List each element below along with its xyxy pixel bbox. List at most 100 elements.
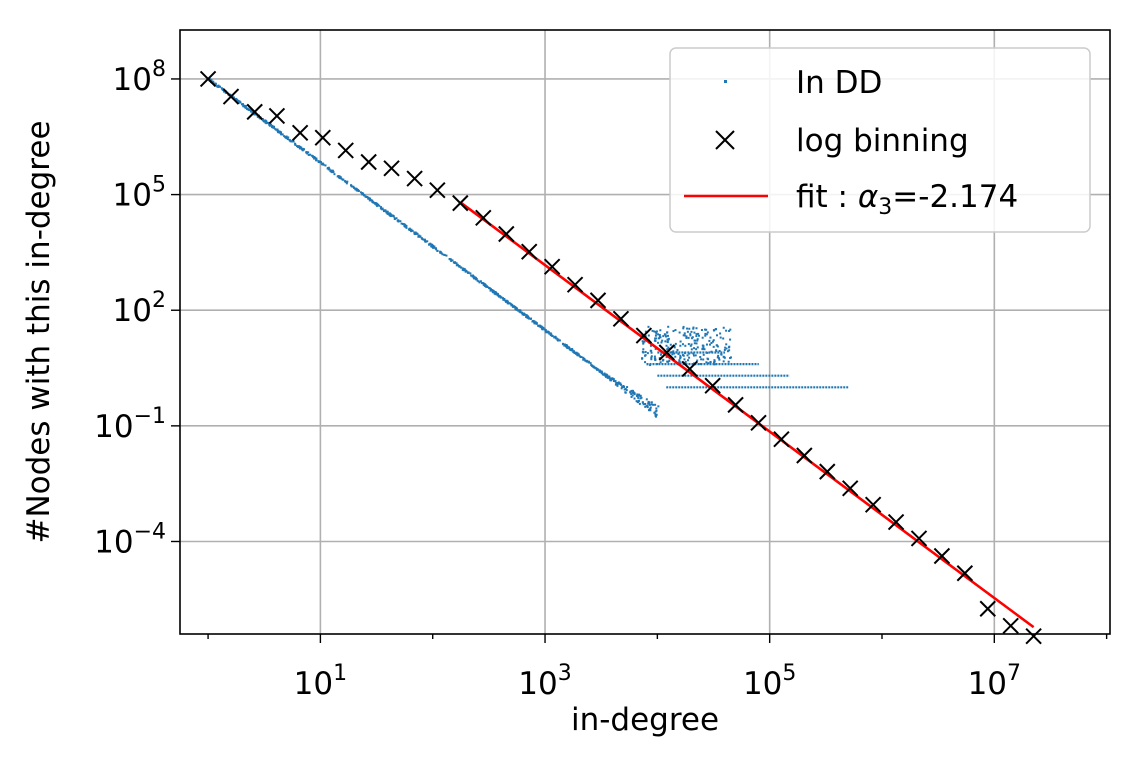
in-dd-point: [463, 268, 466, 271]
in-dd-point: [513, 305, 516, 308]
in-dd-point: [660, 341, 663, 344]
in-dd-point: [327, 166, 330, 169]
in-dd-point: [532, 319, 535, 322]
in-dd-point: [477, 280, 480, 283]
in-dd-point: [689, 334, 692, 337]
fit-line: [459, 201, 1035, 629]
log-binning-stroke: [566, 276, 584, 293]
in-dd-point: [585, 359, 588, 362]
in-dd-point: [244, 106, 247, 109]
in-dd-point: [588, 361, 591, 364]
in-dd-point: [710, 350, 713, 353]
in-dd-point: [600, 370, 603, 373]
in-dd-point: [689, 344, 692, 347]
in-dd-point: [301, 148, 304, 151]
in-dd-point: [683, 334, 686, 337]
in-dd-point: [326, 167, 329, 170]
in-dd-point: [530, 317, 533, 320]
in-dd-point: [572, 351, 575, 354]
log-binning-point: [452, 194, 469, 212]
log-binning-stroke: [704, 377, 721, 394]
in-dd-point: [649, 406, 652, 409]
in-dd-point: [646, 406, 649, 409]
in-dd-point: [479, 280, 482, 283]
log-binning-point: [681, 360, 698, 378]
in-dd-point: [661, 359, 664, 362]
in-dd-point: [568, 346, 571, 349]
in-dd-point: [518, 310, 521, 313]
in-dd-point: [396, 219, 399, 222]
in-dd-point: [655, 415, 658, 418]
in-dd-point: [506, 300, 509, 303]
log-binning-stroke: [727, 396, 744, 414]
log-binning-point: [842, 480, 859, 497]
in-dd-point: [443, 253, 446, 256]
in-dd-point: [218, 85, 221, 88]
in-dd-point: [696, 338, 699, 341]
in-dd-point: [553, 336, 556, 339]
in-dd-point: [670, 351, 673, 354]
in-dd-point: [724, 346, 727, 349]
in-dd-point: [711, 340, 714, 343]
in-dd-point: [667, 346, 670, 349]
in-dd-point: [695, 335, 698, 338]
in-dd-point: [538, 324, 541, 327]
in-dd-point: [470, 274, 473, 277]
y-tick-label: 105: [113, 173, 166, 214]
in-dd-point: [609, 378, 612, 381]
in-dd-point: [537, 324, 540, 327]
in-dd-point: [307, 153, 310, 156]
log-binning-stroke: [360, 153, 377, 171]
log-binning-point: [1025, 627, 1042, 645]
in-dd-point: [672, 330, 675, 333]
in-dd-point: [655, 330, 658, 333]
in-dd-point: [274, 128, 277, 131]
in-dd-point: [589, 362, 592, 365]
in-dd-point: [637, 400, 640, 403]
in-dd-point: [709, 361, 712, 364]
y-tick-exponent: 5: [152, 173, 166, 198]
in-dd-point: [287, 136, 290, 139]
log-binning-stroke: [222, 88, 240, 105]
in-dd-point: [663, 333, 666, 336]
in-dd-point: [574, 351, 577, 354]
in-dd-point: [363, 194, 366, 197]
in-dd-point: [687, 343, 690, 346]
in-dd-point: [653, 355, 656, 358]
in-dd-point: [638, 402, 641, 405]
in-dd-point: [699, 356, 702, 359]
in-dd-point: [399, 220, 402, 223]
in-dd-point: [650, 403, 653, 406]
in-dd-point: [620, 383, 623, 386]
in-dd-point: [354, 188, 357, 191]
in-dd-point: [682, 325, 685, 328]
in-dd-point: [413, 231, 416, 234]
in-dd-point: [714, 328, 717, 331]
log-binning-point: [1002, 617, 1019, 635]
legend-label-log-binning: log binning: [796, 123, 969, 159]
log-binning-point: [773, 431, 790, 448]
in-dd-point: [221, 88, 224, 91]
in-dd-point: [315, 159, 318, 162]
in-dd-point: [295, 145, 298, 148]
in-dd-point: [375, 203, 378, 206]
log-binning-series: [199, 70, 1042, 645]
in-dd-point: [659, 336, 662, 339]
in-dd-point: [707, 362, 710, 365]
y-tick-exponent: 8: [152, 57, 166, 82]
in-dd-point: [558, 339, 561, 342]
in-dd-point: [653, 411, 656, 414]
in-dd-point: [341, 178, 344, 181]
y-tick-label: 102: [113, 288, 166, 329]
in-dd-point: [246, 107, 249, 110]
in-dd-point: [658, 333, 661, 336]
log-binning-point: [521, 243, 538, 260]
in-dd-point: [244, 104, 247, 107]
in-dd-point: [682, 334, 685, 337]
in-dd-point: [359, 191, 362, 194]
in-dd-point: [637, 396, 640, 399]
in-dd-point: [242, 105, 245, 108]
in-dd-point: [622, 385, 625, 388]
in-dd-point: [654, 330, 657, 333]
y-tick-label: 10−4: [94, 519, 166, 560]
